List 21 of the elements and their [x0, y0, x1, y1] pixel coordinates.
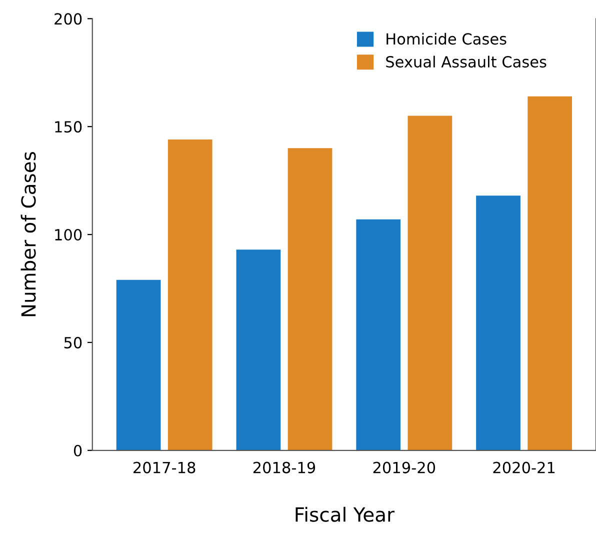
x-tick-label: 2017-18: [134, 462, 196, 474]
y-tick-label: 100: [55, 228, 82, 241]
bar: [356, 219, 401, 450]
bar: [116, 280, 161, 450]
bar: [528, 96, 572, 450]
x-tick-label: 2019-20: [373, 462, 436, 474]
x-tick-label: 2018-19: [253, 462, 316, 474]
y-tick-label: 50: [64, 336, 82, 348]
bar: [168, 140, 212, 450]
legend-label: Homicide Cases: [386, 32, 506, 45]
legend-label: Sexual Assault Cases: [386, 56, 546, 68]
bar: [408, 116, 452, 450]
x-axis-title: Fiscal Year: [296, 506, 395, 522]
y-axis-title: Number of Cases: [20, 152, 36, 316]
x-tick-label: 2020-21: [493, 462, 555, 474]
bar: [288, 148, 332, 450]
y-tick-label: 200: [54, 13, 82, 25]
bar: [476, 196, 520, 450]
y-tick-label: 0: [74, 444, 82, 456]
bar: [236, 250, 281, 450]
y-tick-label: 150: [55, 121, 82, 133]
